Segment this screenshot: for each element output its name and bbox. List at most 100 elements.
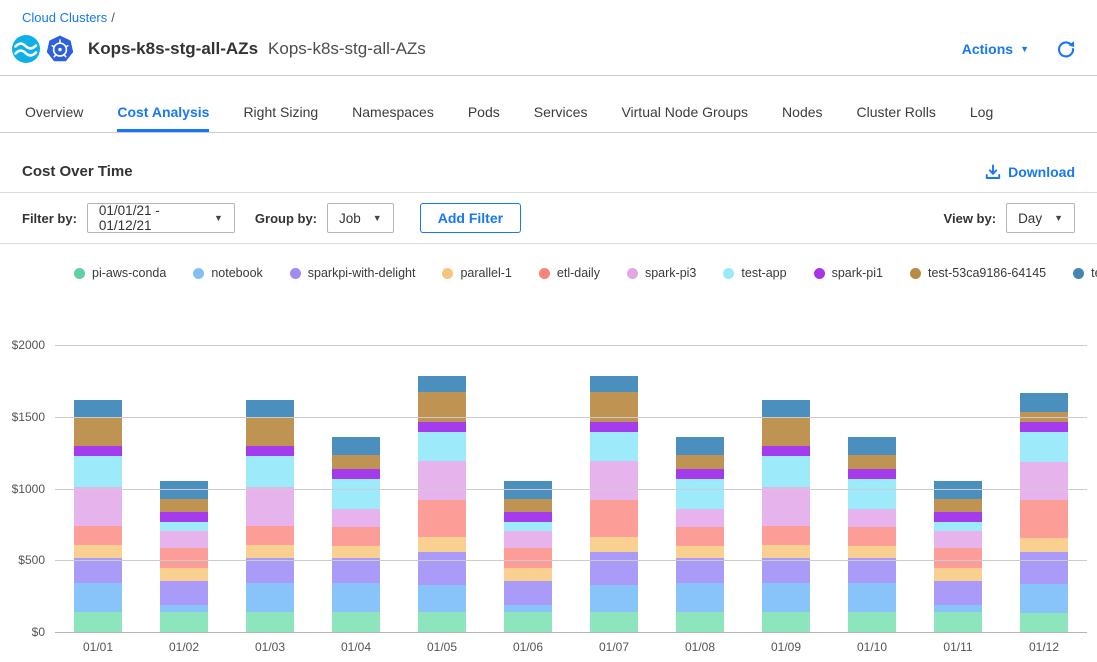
- bar-segment-spark-pi3[interactable]: [762, 487, 810, 527]
- bar-segment-test-53ca9186-64145[interactable]: [332, 454, 380, 469]
- bar-segment-spark-pi1[interactable]: [74, 445, 122, 456]
- bar-segment-spark-pi1[interactable]: [160, 511, 208, 523]
- bar-segment-pi-aws-conda[interactable]: [676, 612, 724, 632]
- bar-segment-test-pkix[interactable]: [590, 375, 638, 393]
- bar-segment-etl-daily[interactable]: [676, 526, 724, 546]
- bar-segment-etl-daily[interactable]: [74, 526, 122, 546]
- legend-item-etl-daily[interactable]: etl-daily: [538, 266, 600, 280]
- bar-segment-test-53ca9186-64145[interactable]: [934, 498, 982, 512]
- breadcrumb-link-cloud-clusters[interactable]: Cloud Clusters: [22, 10, 108, 25]
- bar-segment-spark-pi3[interactable]: [590, 461, 638, 501]
- bar-segment-sparkpi-with-delight[interactable]: [762, 557, 810, 584]
- bar-segment-test-53ca9186-64145[interactable]: [418, 392, 466, 422]
- bar-segment-etl-daily[interactable]: [934, 547, 982, 568]
- bar-segment-spark-pi1[interactable]: [332, 468, 380, 479]
- bar-segment-test-53ca9186-64145[interactable]: [160, 498, 208, 512]
- bar-segment-notebook[interactable]: [1020, 584, 1068, 614]
- bar-segment-test-53ca9186-64145[interactable]: [848, 454, 896, 469]
- bar-segment-test-pkix[interactable]: [848, 436, 896, 455]
- bar-segment-parallel-1[interactable]: [1020, 537, 1068, 553]
- bar-segment-pi-aws-conda[interactable]: [246, 612, 294, 632]
- tab-nodes[interactable]: Nodes: [782, 104, 823, 120]
- view-by-select[interactable]: Day ▼: [1006, 203, 1075, 233]
- bar-segment-pi-aws-conda[interactable]: [1020, 613, 1068, 632]
- bar-segment-parallel-1[interactable]: [74, 545, 122, 558]
- bar-segment-spark-pi3[interactable]: [934, 531, 982, 548]
- bar-segment-spark-pi1[interactable]: [590, 421, 638, 433]
- bar-segment-test-app[interactable]: [848, 478, 896, 510]
- bar-segment-test-app[interactable]: [332, 478, 380, 510]
- tab-cluster-rolls[interactable]: Cluster Rolls: [856, 104, 936, 120]
- legend-item-spark-pi1[interactable]: spark-pi1: [813, 266, 883, 280]
- bar-segment-test-pkix[interactable]: [160, 481, 208, 499]
- bar-segment-parallel-1[interactable]: [246, 545, 294, 558]
- bar-segment-test-app[interactable]: [1020, 431, 1068, 462]
- tab-namespaces[interactable]: Namespaces: [352, 104, 434, 120]
- legend-item-test-app[interactable]: test-app: [723, 266, 787, 280]
- add-filter-button[interactable]: Add Filter: [419, 203, 522, 233]
- bar-segment-sparkpi-with-delight[interactable]: [160, 580, 208, 605]
- bar-segment-parallel-1[interactable]: [934, 567, 982, 581]
- bar-segment-test-pkix[interactable]: [1020, 393, 1068, 413]
- bar-segment-parallel-1[interactable]: [676, 545, 724, 559]
- bar-segment-sparkpi-with-delight[interactable]: [590, 552, 638, 585]
- bar-segment-spark-pi1[interactable]: [246, 445, 294, 456]
- bar-segment-test-pkix[interactable]: [762, 400, 810, 418]
- bar-segment-sparkpi-with-delight[interactable]: [418, 552, 466, 585]
- bar-segment-test-53ca9186-64145[interactable]: [246, 417, 294, 446]
- bar-segment-etl-daily[interactable]: [1020, 500, 1068, 538]
- bar-segment-test-pkix[interactable]: [934, 481, 982, 499]
- bar-segment-pi-aws-conda[interactable]: [934, 612, 982, 632]
- bar-segment-notebook[interactable]: [74, 583, 122, 613]
- tab-right-sizing[interactable]: Right Sizing: [243, 104, 319, 120]
- tab-cost-analysis[interactable]: Cost Analysis: [117, 104, 210, 132]
- bar-segment-test-pkix[interactable]: [504, 481, 552, 499]
- bar-segment-test-pkix[interactable]: [74, 400, 122, 418]
- bar-segment-spark-pi3[interactable]: [74, 487, 122, 527]
- bar-segment-test-app[interactable]: [590, 432, 638, 462]
- bar-segment-notebook[interactable]: [246, 583, 294, 613]
- bar-segment-test-53ca9186-64145[interactable]: [590, 392, 638, 422]
- bar-segment-pi-aws-conda[interactable]: [590, 612, 638, 632]
- tab-overview[interactable]: Overview: [25, 104, 84, 120]
- bar-segment-pi-aws-conda[interactable]: [762, 612, 810, 632]
- bar-segment-test-pkix[interactable]: [676, 436, 724, 455]
- bar-segment-parallel-1[interactable]: [332, 545, 380, 559]
- bar-segment-notebook[interactable]: [418, 584, 466, 613]
- bar-segment-test-pkix[interactable]: [332, 436, 380, 455]
- date-range-select[interactable]: 01/01/21 - 01/12/21 ▼: [86, 203, 235, 233]
- legend-item-pi-aws-conda[interactable]: pi-aws-conda: [74, 266, 166, 280]
- bar-segment-test-53ca9186-64145[interactable]: [762, 417, 810, 446]
- bar-segment-spark-pi1[interactable]: [418, 421, 466, 433]
- bar-segment-parallel-1[interactable]: [590, 536, 638, 553]
- bar-segment-notebook[interactable]: [676, 583, 724, 613]
- bar-segment-parallel-1[interactable]: [848, 545, 896, 559]
- bar-segment-etl-daily[interactable]: [332, 526, 380, 546]
- bar-segment-pi-aws-conda[interactable]: [848, 612, 896, 632]
- bar-segment-notebook[interactable]: [762, 583, 810, 613]
- bar-segment-spark-pi1[interactable]: [504, 511, 552, 523]
- bar-segment-spark-pi3[interactable]: [246, 487, 294, 527]
- bar-segment-spark-pi3[interactable]: [160, 531, 208, 548]
- bar-segment-etl-daily[interactable]: [160, 547, 208, 568]
- tab-pods[interactable]: Pods: [467, 104, 500, 120]
- bar-segment-spark-pi3[interactable]: [332, 509, 380, 527]
- bar-segment-sparkpi-with-delight[interactable]: [74, 557, 122, 584]
- bar-segment-sparkpi-with-delight[interactable]: [332, 558, 380, 584]
- bar-segment-sparkpi-with-delight[interactable]: [504, 580, 552, 605]
- bar-segment-pi-aws-conda[interactable]: [504, 612, 552, 632]
- bar-segment-etl-daily[interactable]: [762, 526, 810, 546]
- legend-item-parallel-1[interactable]: parallel-1: [442, 266, 512, 280]
- bar-segment-etl-daily[interactable]: [246, 526, 294, 546]
- bar-segment-notebook[interactable]: [332, 583, 380, 613]
- bar-segment-test-app[interactable]: [246, 455, 294, 488]
- bar-segment-test-53ca9186-64145[interactable]: [74, 417, 122, 446]
- legend-item-test-53ca9186-64145[interactable]: test-53ca9186-64145: [909, 266, 1046, 280]
- legend-item-test-pkix[interactable]: test-pkix: [1073, 266, 1097, 280]
- bar-segment-notebook[interactable]: [160, 604, 208, 613]
- bar-segment-etl-daily[interactable]: [504, 547, 552, 568]
- bar-segment-etl-daily[interactable]: [848, 526, 896, 546]
- bar-segment-notebook[interactable]: [848, 583, 896, 613]
- bar-segment-parallel-1[interactable]: [504, 567, 552, 581]
- bar-segment-spark-pi1[interactable]: [848, 468, 896, 479]
